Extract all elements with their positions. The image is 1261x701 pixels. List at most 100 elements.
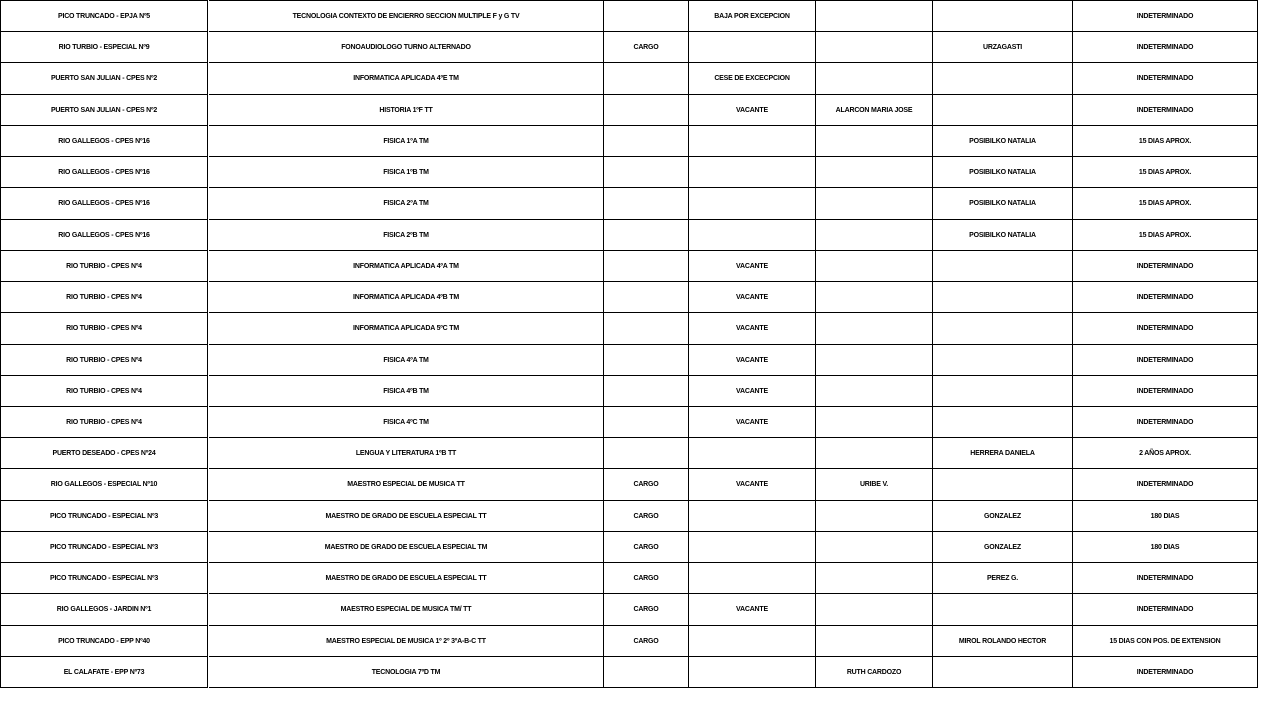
table-cell bbox=[689, 657, 816, 688]
table-cell: POSIBILKO NATALIA bbox=[933, 220, 1073, 251]
table-cell: INFORMATICA APLICADA 4ºB TM bbox=[209, 282, 604, 313]
table-cell bbox=[933, 251, 1073, 282]
table-cell: INDETERMINADO bbox=[1073, 251, 1258, 282]
table-cell: CARGO bbox=[604, 501, 689, 532]
table-cell: CARGO bbox=[604, 32, 689, 63]
table-cell bbox=[604, 126, 689, 157]
table-cell: CESE DE EXCECPCION bbox=[689, 63, 816, 95]
table-cell: VACANTE bbox=[689, 469, 816, 501]
table-cell: INDETERMINADO bbox=[1073, 345, 1258, 376]
table-cell: MAESTRO DE GRADO DE ESCUELA ESPECIAL TT bbox=[209, 563, 604, 594]
table-cell: PUERTO DESEADO - CPES Nº24 bbox=[0, 438, 208, 469]
table-cell bbox=[604, 63, 689, 95]
table-cell: PUERTO SAN JULIAN - CPES Nº2 bbox=[0, 63, 208, 95]
table-cell: FISICA 1ºA TM bbox=[209, 126, 604, 157]
table-cell bbox=[604, 313, 689, 345]
table-cell: PICO TRUNCADO - ESPECIAL Nº3 bbox=[0, 501, 208, 532]
table-cell bbox=[604, 282, 689, 313]
table-cell bbox=[816, 188, 933, 220]
table-cell bbox=[604, 95, 689, 126]
table-cell: 15 DIAS APROX. bbox=[1073, 126, 1258, 157]
table-cell bbox=[933, 407, 1073, 438]
table-cell bbox=[816, 501, 933, 532]
table-cell: 180 DIAS bbox=[1073, 532, 1258, 563]
table-cell bbox=[604, 188, 689, 220]
table-cell: RIO GALLEGOS - CPES Nº16 bbox=[0, 188, 208, 220]
table-cell: MAESTRO ESPECIAL DE MUSICA TT bbox=[209, 469, 604, 501]
table-cell: RIO TURBIO - CPES Nº4 bbox=[0, 313, 208, 345]
table-cell: RIO TURBIO - ESPECIAL Nº9 bbox=[0, 32, 208, 63]
table-cell: PICO TRUNCADO - ESPECIAL Nº3 bbox=[0, 532, 208, 563]
table-cell: INDETERMINADO bbox=[1073, 594, 1258, 626]
table-cell: CARGO bbox=[604, 594, 689, 626]
table-cell: INDETERMINADO bbox=[1073, 282, 1258, 313]
table-cell bbox=[604, 438, 689, 469]
table-cell: BAJA POR EXCEPCION bbox=[689, 0, 816, 32]
table-cell: HERRERA DANIELA bbox=[933, 438, 1073, 469]
table-cell bbox=[933, 0, 1073, 32]
table-cell bbox=[604, 657, 689, 688]
table-cell: INDETERMINADO bbox=[1073, 313, 1258, 345]
table-cell bbox=[816, 32, 933, 63]
table-cell bbox=[604, 157, 689, 188]
table-cell bbox=[816, 532, 933, 563]
table-cell bbox=[933, 282, 1073, 313]
table-cell: RUTH CARDOZO bbox=[816, 657, 933, 688]
table-cell: INFORMATICA APLICADA 5ºC TM bbox=[209, 313, 604, 345]
table-cell: VACANTE bbox=[689, 594, 816, 626]
table-cell: RIO GALLEGOS - JARDIN Nº1 bbox=[0, 594, 208, 626]
table-cell: VACANTE bbox=[689, 376, 816, 407]
table-cell bbox=[816, 282, 933, 313]
table-cell bbox=[689, 220, 816, 251]
table-cell bbox=[816, 407, 933, 438]
table-cell bbox=[689, 563, 816, 594]
table-cell bbox=[816, 626, 933, 657]
table-cell: EL CALAFATE - EPP Nº73 bbox=[0, 657, 208, 688]
table-cell bbox=[933, 95, 1073, 126]
table-cell bbox=[604, 0, 689, 32]
table-cell bbox=[933, 469, 1073, 501]
table-cell: 15 DIAS APROX. bbox=[1073, 157, 1258, 188]
table-cell bbox=[933, 594, 1073, 626]
table-cell bbox=[816, 251, 933, 282]
table-cell: VACANTE bbox=[689, 251, 816, 282]
table-cell: 15 DIAS APROX. bbox=[1073, 220, 1258, 251]
table-cell bbox=[689, 157, 816, 188]
table-cell bbox=[816, 438, 933, 469]
table-cell bbox=[816, 63, 933, 95]
table-cell: RIO TURBIO - CPES Nº4 bbox=[0, 376, 208, 407]
table-cell: VACANTE bbox=[689, 407, 816, 438]
table-cell: PICO TRUNCADO - EPP Nº40 bbox=[0, 626, 208, 657]
table-cell: INDETERMINADO bbox=[1073, 95, 1258, 126]
table-cell: RIO GALLEGOS - CPES Nº16 bbox=[0, 220, 208, 251]
table-cell: INFORMATICA APLICADA 4ºE TM bbox=[209, 63, 604, 95]
table-cell: MAESTRO DE GRADO DE ESCUELA ESPECIAL TT bbox=[209, 501, 604, 532]
table-cell bbox=[604, 407, 689, 438]
table-cell: MIROL ROLANDO HECTOR bbox=[933, 626, 1073, 657]
table-cell bbox=[816, 563, 933, 594]
table-cell: FISICA 4ºA TM bbox=[209, 345, 604, 376]
table-cell: FISICA 4ºC TM bbox=[209, 407, 604, 438]
table-cell: RIO TURBIO - CPES Nº4 bbox=[0, 282, 208, 313]
table-cell: TECNOLOGIA CONTEXTO DE ENCIERRO SECCION … bbox=[209, 0, 604, 32]
table-cell: FISICA 4ºB TM bbox=[209, 376, 604, 407]
table-cell bbox=[933, 376, 1073, 407]
table-cell: INDETERMINADO bbox=[1073, 657, 1258, 688]
table-cell: INDETERMINADO bbox=[1073, 63, 1258, 95]
table-cell: INDETERMINADO bbox=[1073, 469, 1258, 501]
table-cell: URZAGASTI bbox=[933, 32, 1073, 63]
table-cell: PICO TRUNCADO - ESPECIAL Nº3 bbox=[0, 563, 208, 594]
table-cell: INDETERMINADO bbox=[1073, 32, 1258, 63]
table-cell bbox=[816, 376, 933, 407]
table-cell: CARGO bbox=[604, 563, 689, 594]
table-cell: INFORMATICA APLICADA 4ºA TM bbox=[209, 251, 604, 282]
table-cell: RIO TURBIO - CPES Nº4 bbox=[0, 407, 208, 438]
table-cell bbox=[689, 438, 816, 469]
table-cell: URIBE V. bbox=[816, 469, 933, 501]
table-cell: FISICA 2ºA TM bbox=[209, 188, 604, 220]
table-cell: PEREZ G. bbox=[933, 563, 1073, 594]
table-cell: GONZALEZ bbox=[933, 501, 1073, 532]
table-cell: CARGO bbox=[604, 469, 689, 501]
table-cell: 15 DIAS CON POS. DE EXTENSION bbox=[1073, 626, 1258, 657]
